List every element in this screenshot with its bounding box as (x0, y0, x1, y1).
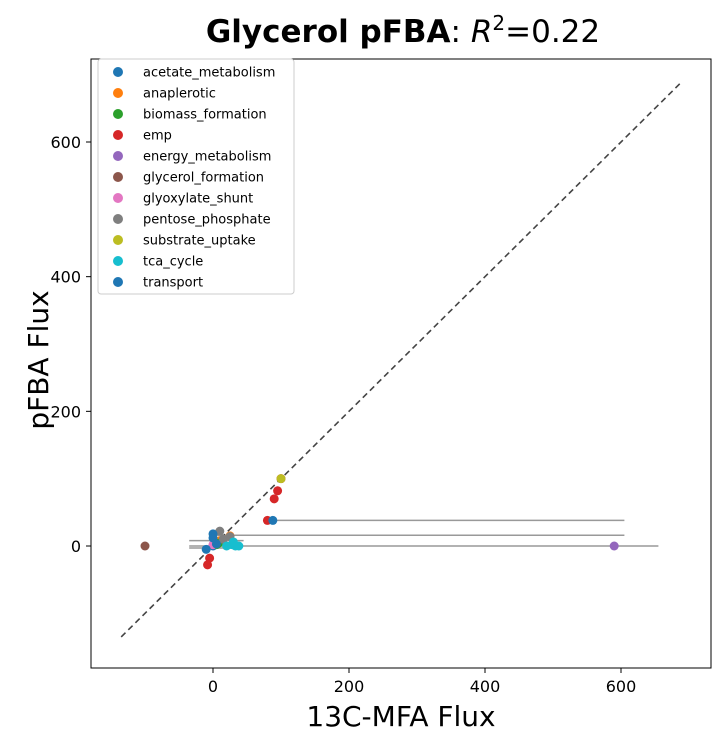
point-emp (273, 486, 283, 496)
y-tick-label: 0 (71, 537, 81, 556)
legend-label-pentose_phosphate: pentose_phosphate (143, 213, 271, 228)
x-axis-ticks: 0 200 400 600 (208, 668, 636, 696)
y-tick-label: 600 (50, 133, 81, 152)
legend-label-glycerol_formation: glycerol_formation (143, 171, 264, 186)
point-tca_cycle (228, 537, 238, 547)
legend-marker-transport (113, 277, 123, 287)
legend-label-anaplerotic: anaplerotic (143, 87, 216, 102)
legend-marker-glycerol_formation (113, 172, 123, 182)
point-substrate_uptake (276, 474, 286, 484)
point-glycerol_formation (140, 541, 150, 551)
legend-label-acetate_metabolism: acetate_metabolism (143, 66, 275, 81)
legend-label-biomass_formation: biomass_formation (143, 108, 267, 123)
legend-label-transport: transport (143, 276, 203, 291)
y-tick-label: 200 (50, 402, 81, 421)
title-r2-value: =0.22 (505, 14, 600, 50)
legend-marker-emp (113, 130, 123, 140)
point-transport (201, 544, 211, 554)
y-axis-label: pFBA Flux (22, 290, 55, 429)
legend-marker-pentose_phosphate (113, 214, 123, 224)
legend-label-energy_metabolism: energy_metabolism (143, 150, 271, 165)
x-axis-label: 13C-MFA Flux (306, 700, 495, 733)
x-tick-label: 400 (470, 677, 501, 696)
title-bold-text: Glycerol pFBA (206, 14, 451, 50)
point-emp (269, 494, 279, 504)
legend-marker-glyoxylate_shunt (113, 193, 123, 203)
title-r-symbol: R (471, 14, 493, 50)
x-tick-label: 600 (606, 677, 637, 696)
point-energy_metabolism (609, 541, 619, 551)
legend-marker-acetate_metabolism (113, 67, 123, 77)
legend-marker-energy_metabolism (113, 151, 123, 161)
legend-label-glyoxylate_shunt: glyoxylate_shunt (143, 192, 253, 207)
point-pentose_phosphate (218, 534, 228, 544)
legend-marker-anaplerotic (113, 88, 123, 98)
legend-marker-tca_cycle (113, 256, 123, 266)
y-axis-ticks: 0 200 400 600 (50, 133, 91, 556)
legend-marker-substrate_uptake (113, 235, 123, 245)
x-tick-label: 0 (208, 677, 218, 696)
title-r-exponent: 2 (492, 11, 505, 35)
x-tick-label: 200 (334, 677, 365, 696)
legend-label-emp: emp (143, 129, 172, 144)
chart-title: Glycerol pFBA: R2=0.22 (206, 11, 600, 50)
y-tick-label: 400 (50, 268, 81, 287)
legend-label-substrate_uptake: substrate_uptake (143, 234, 256, 249)
legend-box (97, 58, 295, 295)
data-points (140, 474, 619, 570)
plot-frame (90, 58, 712, 669)
point-transport (268, 515, 278, 525)
point-emp (203, 560, 213, 570)
point-transport (211, 539, 221, 549)
title-separator: : (451, 14, 471, 50)
point-pentose_phosphate (215, 526, 225, 536)
legend-marker-biomass_formation (113, 109, 123, 119)
legend: acetate_metabolism anaplerotic biomass_for… (97, 58, 295, 295)
error-bars (189, 519, 659, 549)
legend-label-tca_cycle: tca_cycle (143, 255, 203, 270)
